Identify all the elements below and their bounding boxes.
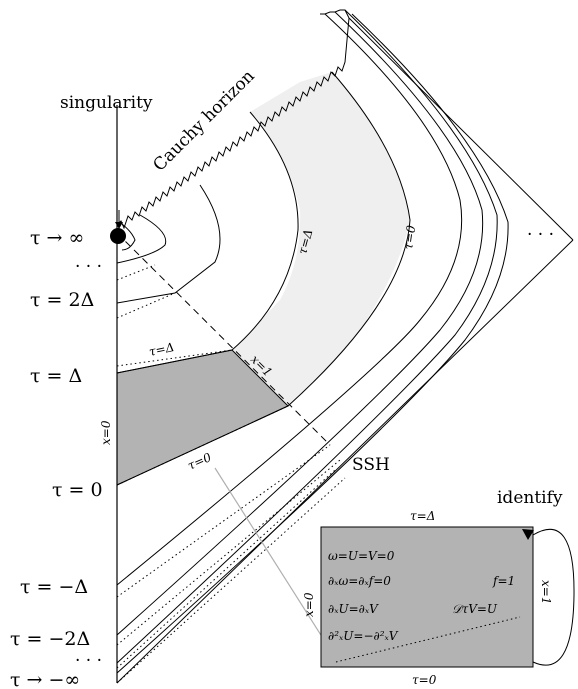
box-eq6: 𝒟τV=U xyxy=(452,602,498,616)
tau-delta-label: τ = Δ xyxy=(30,365,82,387)
box-eq2: ∂ₓω=∂ₓf=0 xyxy=(328,574,391,588)
box-eq1: ω=U=V=0 xyxy=(328,549,395,563)
tau-mdelta-label: τ = −Δ xyxy=(20,576,88,598)
singularity-label: singularity xyxy=(60,93,153,113)
tau-zero-label: τ = 0 xyxy=(52,479,103,501)
ellipsis-right: · · · xyxy=(527,225,554,245)
box-top-label: τ=Δ xyxy=(410,509,435,523)
identify-label: identify xyxy=(497,488,563,508)
tau-2delta-label: τ = 2Δ xyxy=(30,289,94,311)
x0-axis-label: x=0 xyxy=(99,420,113,445)
tau-inf-label: τ → ∞ xyxy=(30,227,84,249)
diag-tau-zero-small: τ=0 xyxy=(186,450,214,473)
box-left-label: x=0 xyxy=(302,592,316,617)
box-eq3: ∂ₓU=∂ₓV xyxy=(328,602,379,616)
ellipsis-bottom: · · · xyxy=(75,651,102,671)
box-right-label: x=1 xyxy=(539,580,553,604)
cauchy-horizon-top-lines xyxy=(320,10,349,18)
gray-arrow xyxy=(215,468,338,662)
ssh-label: SSH xyxy=(352,455,390,475)
box-eq4: ∂²ₓU=−∂²ₓV xyxy=(328,629,399,643)
diag-tau-zero-upper: τ=0 xyxy=(401,224,418,250)
ellipsis-top: · · · xyxy=(75,257,102,277)
tau-m2delta-label: τ = −2Δ xyxy=(10,628,90,650)
inset-box xyxy=(321,527,533,667)
tau-minf-label: τ → −∞ xyxy=(10,669,80,689)
diag-tau-delta-small: τ=Δ xyxy=(148,340,176,359)
singularity-arrowhead xyxy=(115,222,123,229)
box-bottom-label: τ=0 xyxy=(412,673,437,687)
box-eq5: f=1 xyxy=(492,574,515,588)
singularity-dot xyxy=(110,228,126,244)
cauchy-horizon-label: Cauchy horizon xyxy=(149,66,258,175)
